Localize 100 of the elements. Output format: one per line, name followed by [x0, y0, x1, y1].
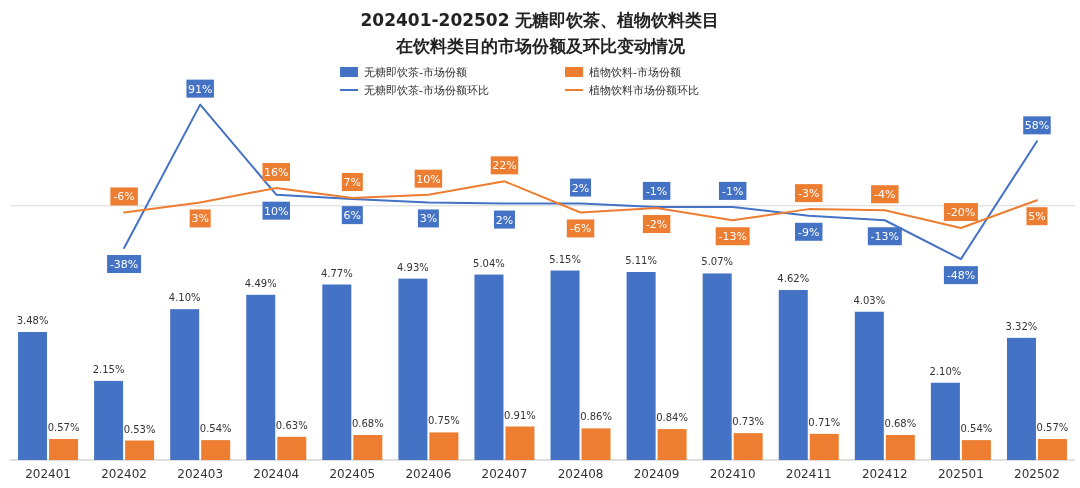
bar	[49, 439, 79, 460]
bar	[429, 432, 459, 460]
x-tick-label: 202407	[481, 467, 528, 481]
x-tick-label: 202404	[253, 467, 300, 481]
data-label: -13%	[870, 230, 900, 244]
data-label: 5.15%	[549, 253, 581, 265]
data-label: -6%	[113, 190, 135, 204]
bar	[550, 270, 580, 460]
data-label: 2.10%	[929, 365, 962, 377]
data-label: 5%	[1028, 210, 1046, 224]
x-tick-label: 202401	[25, 467, 71, 481]
data-label: 0.54%	[199, 423, 232, 435]
data-label: 16%	[264, 166, 289, 179]
data-label: 6%	[343, 209, 362, 223]
data-label: 10%	[264, 204, 289, 218]
bar	[733, 433, 763, 460]
bar	[702, 273, 732, 460]
legend-label: 植物饮料-市场份额	[589, 66, 681, 79]
bar	[170, 309, 200, 460]
bar	[398, 278, 428, 460]
bar	[930, 382, 960, 460]
bar	[854, 311, 884, 460]
bar	[125, 440, 155, 460]
x-tick-label: 202412	[861, 467, 908, 481]
data-label: 0.53%	[123, 423, 156, 435]
data-label: -1%	[645, 184, 668, 198]
data-label: 5.11%	[625, 255, 657, 266]
x-tick-label: 202410	[709, 467, 756, 481]
data-label: 0.75%	[428, 415, 460, 427]
data-label: 4.10%	[168, 292, 201, 304]
chart-title: 202401-202502 无糖即饮茶、植物饮料类目	[360, 10, 720, 30]
data-label: 7%	[343, 176, 362, 190]
data-label: 4.03%	[853, 294, 886, 306]
bar	[961, 440, 991, 460]
data-label: -2%	[645, 218, 668, 232]
x-tick-label: 202406	[405, 467, 452, 481]
bar	[1006, 337, 1036, 460]
bar	[246, 294, 276, 460]
data-label: -13%	[718, 230, 747, 244]
legend-label: 无糖即饮茶-市场份额	[364, 66, 467, 79]
data-label: 4.62%	[777, 273, 810, 285]
data-label: 0.57%	[1036, 422, 1069, 434]
data-label: 58%	[1024, 119, 1050, 133]
data-label: 3%	[419, 212, 438, 226]
x-tick-label: 202411	[785, 467, 832, 481]
bar	[778, 290, 808, 460]
x-tick-label: 202409	[633, 467, 680, 481]
data-label: 0.91%	[504, 409, 536, 421]
legend-label: 植物饮料市场份额环比	[589, 84, 699, 97]
data-label: -48%	[946, 269, 976, 283]
bar	[474, 274, 504, 460]
x-tick-label: 202402	[101, 467, 148, 481]
data-label: 4.93%	[397, 261, 429, 273]
bar	[18, 331, 48, 460]
data-label: 0.73%	[732, 416, 765, 428]
data-label: 91%	[187, 82, 213, 96]
bar	[885, 434, 915, 460]
data-label: -9%	[798, 225, 820, 239]
data-label: -20%	[946, 206, 976, 220]
data-label: 2%	[495, 213, 514, 227]
data-label: 0.71%	[808, 416, 841, 428]
data-label: 0.86%	[580, 411, 612, 423]
data-label: -6%	[569, 222, 592, 236]
bar	[201, 440, 231, 460]
bar	[581, 428, 611, 460]
data-label: 0.57%	[47, 422, 80, 434]
data-label: 5.04%	[473, 257, 505, 269]
x-tick-label: 202403	[177, 467, 224, 481]
data-label: 4.77%	[320, 267, 353, 279]
data-label: 5.07%	[701, 256, 734, 268]
bar	[809, 433, 839, 460]
data-label: -4%	[874, 188, 896, 202]
data-label: 22%	[492, 159, 517, 173]
data-label: 2%	[571, 181, 590, 195]
data-label: -1%	[721, 184, 744, 198]
x-tick-label: 202405	[329, 467, 376, 481]
data-label: 3.32%	[1005, 320, 1038, 332]
data-label: 0.84%	[656, 412, 688, 424]
x-tick-label: 202502	[1014, 467, 1060, 481]
x-tick-label: 202501	[937, 467, 984, 481]
chart-subtitle: 在饮料类目的市场份额及环比变动情况	[394, 36, 686, 56]
bar	[322, 284, 352, 460]
data-label: 0.68%	[351, 417, 384, 429]
data-label: 0.63%	[275, 419, 308, 431]
bar	[277, 436, 307, 460]
data-label: 3%	[191, 212, 209, 226]
data-label: 2.15%	[92, 363, 125, 375]
bar	[657, 429, 687, 460]
data-label: -38%	[109, 258, 139, 272]
bar	[626, 272, 656, 460]
bar	[94, 380, 124, 460]
bar	[353, 434, 383, 460]
data-label: 3.48%	[16, 314, 49, 326]
legend-label: 无糖即饮茶-市场份额环比	[364, 84, 489, 97]
bar	[505, 426, 535, 460]
data-label: 4.49%	[244, 277, 277, 289]
data-label: 10%	[416, 172, 441, 186]
data-label: 0.68%	[884, 417, 917, 429]
bar	[1037, 439, 1067, 460]
data-label: 0.54%	[960, 423, 993, 435]
